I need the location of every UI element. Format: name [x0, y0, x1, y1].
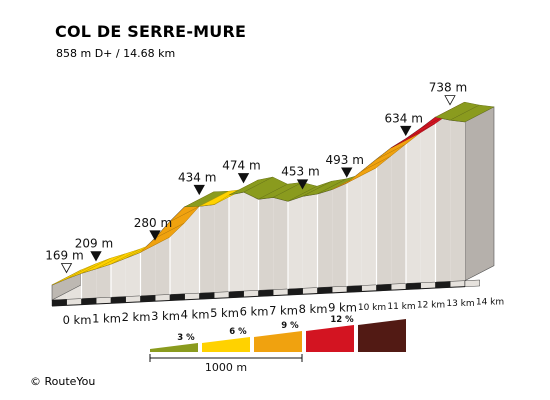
peak-marker — [90, 251, 102, 262]
chart-title: COL DE SERRE-MURE — [55, 22, 247, 41]
grade-swatch — [306, 325, 354, 352]
peak-label: 280 m — [134, 216, 172, 230]
profile-face-segment — [140, 238, 156, 296]
peak-label: 434 m — [178, 170, 216, 184]
profile-face-segment — [273, 197, 288, 290]
peak-label: 474 m — [222, 159, 260, 173]
profile-face-segment — [317, 189, 333, 288]
grade-swatch — [254, 331, 302, 352]
profile-face-segment — [214, 195, 229, 293]
x-tick-label: 7 km — [269, 303, 298, 317]
profile-end-face — [464, 106, 495, 282]
profile-body — [51, 106, 495, 307]
profile-face-segment — [96, 264, 111, 298]
profile-face-segment — [243, 192, 259, 292]
peak-marker — [296, 179, 309, 190]
x-tick-label: 4 km — [181, 307, 210, 321]
x-tick-label: 5 km — [210, 306, 239, 320]
credit-text: © RouteYou — [30, 375, 96, 388]
peak-label: 209 m — [75, 237, 113, 251]
peak-label: 493 m — [326, 153, 364, 167]
peak-label: 169 m — [45, 249, 83, 263]
profile-face-segment — [347, 171, 362, 287]
grade-label: 3 % — [177, 333, 195, 343]
grade-swatch — [358, 319, 406, 352]
grade-legend: 3 % 6 % 9 % 12 % 1000 m — [149, 315, 406, 374]
profile-top-segments — [51, 101, 495, 286]
profile-face-segment — [391, 138, 406, 285]
profile-face-segment — [288, 196, 303, 289]
grade-label: 6 % — [229, 327, 247, 337]
x-tick-label: 11 km — [387, 302, 415, 312]
x-tick-label: 3 km — [151, 309, 180, 323]
profile-face-segment — [229, 192, 244, 292]
x-tick-label: 10 km — [358, 303, 386, 313]
x-tick-label: 9 km — [328, 301, 357, 315]
peak-marker — [193, 184, 205, 196]
x-axis-ticks: 0 km 1 km 2 km 3 km 4 km 5 km 6 km 7 km 8 km 9 km… — [63, 298, 505, 327]
profile-face-segment — [184, 206, 200, 294]
profile-face-segment — [199, 204, 215, 294]
profile-face-segment — [81, 268, 97, 299]
grade-swatch — [202, 337, 250, 352]
x-tick-label: 1 km — [92, 312, 121, 326]
x-tick-label: 14 km — [476, 298, 504, 308]
profile-face-segment — [332, 182, 347, 287]
chart-subtitle: 858 m D+ / 14.68 km — [56, 47, 176, 60]
profile-face-segment — [435, 117, 451, 283]
x-tick-label: 12 km — [417, 300, 445, 310]
x-tick-label: 6 km — [240, 305, 269, 319]
peak-label: 634 m — [385, 111, 423, 125]
x-tick-label: 2 km — [122, 310, 151, 324]
x-tick-label: 13 km — [446, 299, 474, 309]
scale-label: 1000 m — [205, 361, 247, 374]
peak-marker — [400, 125, 412, 137]
x-tick-label: 0 km — [63, 313, 92, 327]
peak-label: 453 m — [281, 165, 319, 179]
peak-marker — [444, 95, 456, 106]
profile-face-segment — [406, 128, 421, 284]
baseline — [51, 286, 466, 307]
profile-face-segment — [258, 197, 274, 291]
base-band-segment — [464, 279, 480, 287]
peak-marker — [60, 263, 73, 274]
peak-marker — [341, 167, 353, 178]
grade-swatch — [150, 343, 198, 352]
grade-label: 12 % — [330, 315, 354, 325]
peak-marker — [237, 173, 250, 184]
profile-face-segment — [125, 252, 141, 297]
profile-face-segment — [361, 159, 377, 286]
profile-face-segment — [450, 120, 465, 282]
ribbon-segment — [449, 104, 495, 123]
profile-face-segment — [302, 193, 318, 289]
profile-face-segment — [376, 147, 392, 285]
peak-marker — [149, 230, 161, 241]
peak-label: 738 m — [429, 81, 467, 95]
profile-face-segment — [111, 258, 126, 298]
x-tick-label: 8 km — [299, 302, 328, 316]
grade-label: 9 % — [281, 321, 299, 331]
profile-face-segment — [420, 117, 436, 283]
